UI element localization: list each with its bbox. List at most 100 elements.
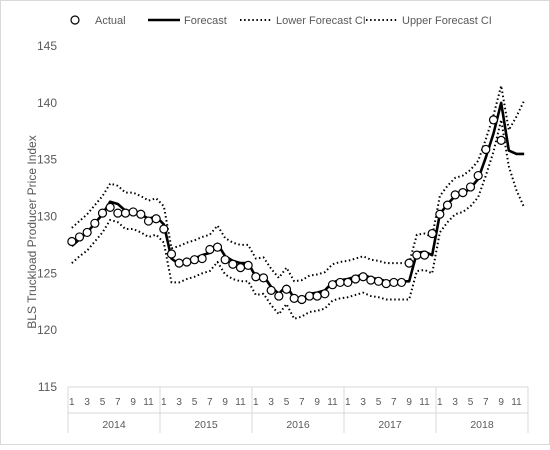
actual-point	[404, 258, 414, 268]
actual-point	[335, 277, 345, 288]
actual-point	[228, 259, 238, 269]
actual-point	[182, 257, 192, 267]
x-month-tick-label: 5	[100, 397, 106, 408]
actual-point	[419, 250, 430, 260]
y-tick-label: 115	[38, 380, 57, 394]
actual-point	[304, 291, 315, 301]
x-month-tick-label: 3	[84, 397, 90, 408]
actual-point	[82, 227, 92, 238]
actual-point	[197, 253, 207, 264]
actual-point	[389, 277, 399, 288]
legend: Actual Forecast Lower Forecast CI Upper For…	[70, 15, 492, 27]
y-tick-label: 135	[37, 153, 57, 167]
actual-point	[396, 277, 407, 288]
actual-point	[481, 144, 491, 155]
actual-point	[159, 224, 169, 234]
actual-point	[189, 255, 200, 265]
x-month-tick-label: 3	[452, 397, 458, 408]
y-tick-label: 145	[37, 39, 57, 53]
x-month-tick-label: 3	[268, 397, 274, 408]
actual-point	[90, 218, 100, 228]
x-month-tick-label: 11	[327, 397, 338, 408]
actual-point	[120, 208, 131, 218]
actual-point	[465, 182, 476, 192]
actual-point	[258, 273, 269, 283]
x-month-tick-label: 5	[376, 397, 382, 408]
actual-point	[205, 244, 215, 255]
x-month-tick-label: 11	[511, 397, 522, 408]
x-year-label: 2018	[470, 419, 494, 431]
x-month-tick-label: 3	[176, 397, 182, 408]
x-month-tick-label: 11	[235, 397, 246, 408]
actual-point	[412, 250, 422, 260]
x-month-tick-label: 1	[253, 397, 259, 408]
series-line-upper-forecast-ci	[71, 84, 526, 283]
actual-point	[281, 284, 292, 294]
x-month-tick-label: 3	[360, 397, 366, 408]
legend-label: Lower Forecast CI	[276, 15, 366, 27]
actual-point	[289, 293, 299, 303]
x-month-tick-label: 1	[161, 397, 167, 408]
series-actual-markers	[67, 115, 506, 305]
y-tick-label: 125	[37, 266, 57, 280]
actual-point	[105, 202, 115, 213]
x-month-tick-label: 7	[483, 397, 489, 408]
legend-label: Upper Forecast CI	[402, 15, 492, 27]
legend-label: Actual	[95, 15, 126, 27]
actual-point	[488, 115, 499, 125]
x-month-tick-label: 5	[284, 397, 290, 408]
actual-point	[442, 200, 453, 210]
x-year-label: 2015	[194, 419, 218, 431]
x-month-tick-label: 9	[222, 397, 228, 408]
actual-point	[458, 188, 468, 198]
actual-point	[320, 289, 330, 299]
x-month-tick-label: 9	[314, 397, 320, 408]
x-month-tick-label: 7	[207, 397, 213, 408]
actual-point	[381, 278, 391, 289]
legend-label: Forecast	[184, 15, 227, 27]
x-month-tick-label: 5	[192, 397, 198, 408]
actual-point	[473, 170, 483, 181]
actual-point	[297, 294, 307, 305]
x-month-tick-label: 1	[69, 397, 75, 408]
actual-point	[496, 135, 506, 145]
x-month-tick-label: 1	[437, 397, 443, 408]
actual-point	[166, 249, 177, 259]
actual-point	[143, 216, 154, 226]
legend-marker-actual	[70, 15, 80, 25]
y-tick-label: 140	[37, 96, 57, 110]
actual-point	[136, 209, 146, 219]
actual-point	[97, 208, 108, 218]
actual-point	[327, 280, 338, 290]
x-month-tick-label: 11	[419, 397, 430, 408]
actual-point	[312, 291, 322, 301]
actual-point	[151, 214, 161, 224]
y-axis-title: BLS Truckload Producer Price Index	[25, 135, 39, 328]
actual-point	[243, 260, 253, 270]
actual-point	[435, 209, 445, 219]
y-tick-label: 130	[37, 210, 57, 224]
actual-point	[366, 275, 376, 285]
actual-point	[235, 263, 246, 273]
actual-point	[358, 272, 368, 282]
x-month-tick-label: 9	[130, 397, 136, 408]
actual-point	[113, 208, 123, 218]
series-layer	[67, 84, 526, 320]
x-month-tick-label: 9	[498, 397, 504, 408]
x-year-label: 2017	[378, 419, 402, 431]
x-month-tick-label: 11	[143, 397, 154, 408]
x-month-tick-label: 7	[115, 397, 121, 408]
actual-point	[274, 291, 284, 301]
actual-point	[74, 232, 85, 242]
y-tick-label: 120	[37, 323, 57, 337]
actual-point	[350, 274, 361, 284]
actual-point	[251, 272, 261, 282]
actual-point	[450, 190, 460, 200]
x-month-tick-label: 7	[299, 397, 305, 408]
actual-point	[128, 207, 138, 217]
actual-point	[343, 277, 353, 288]
x-month-tick-label: 7	[391, 397, 397, 408]
